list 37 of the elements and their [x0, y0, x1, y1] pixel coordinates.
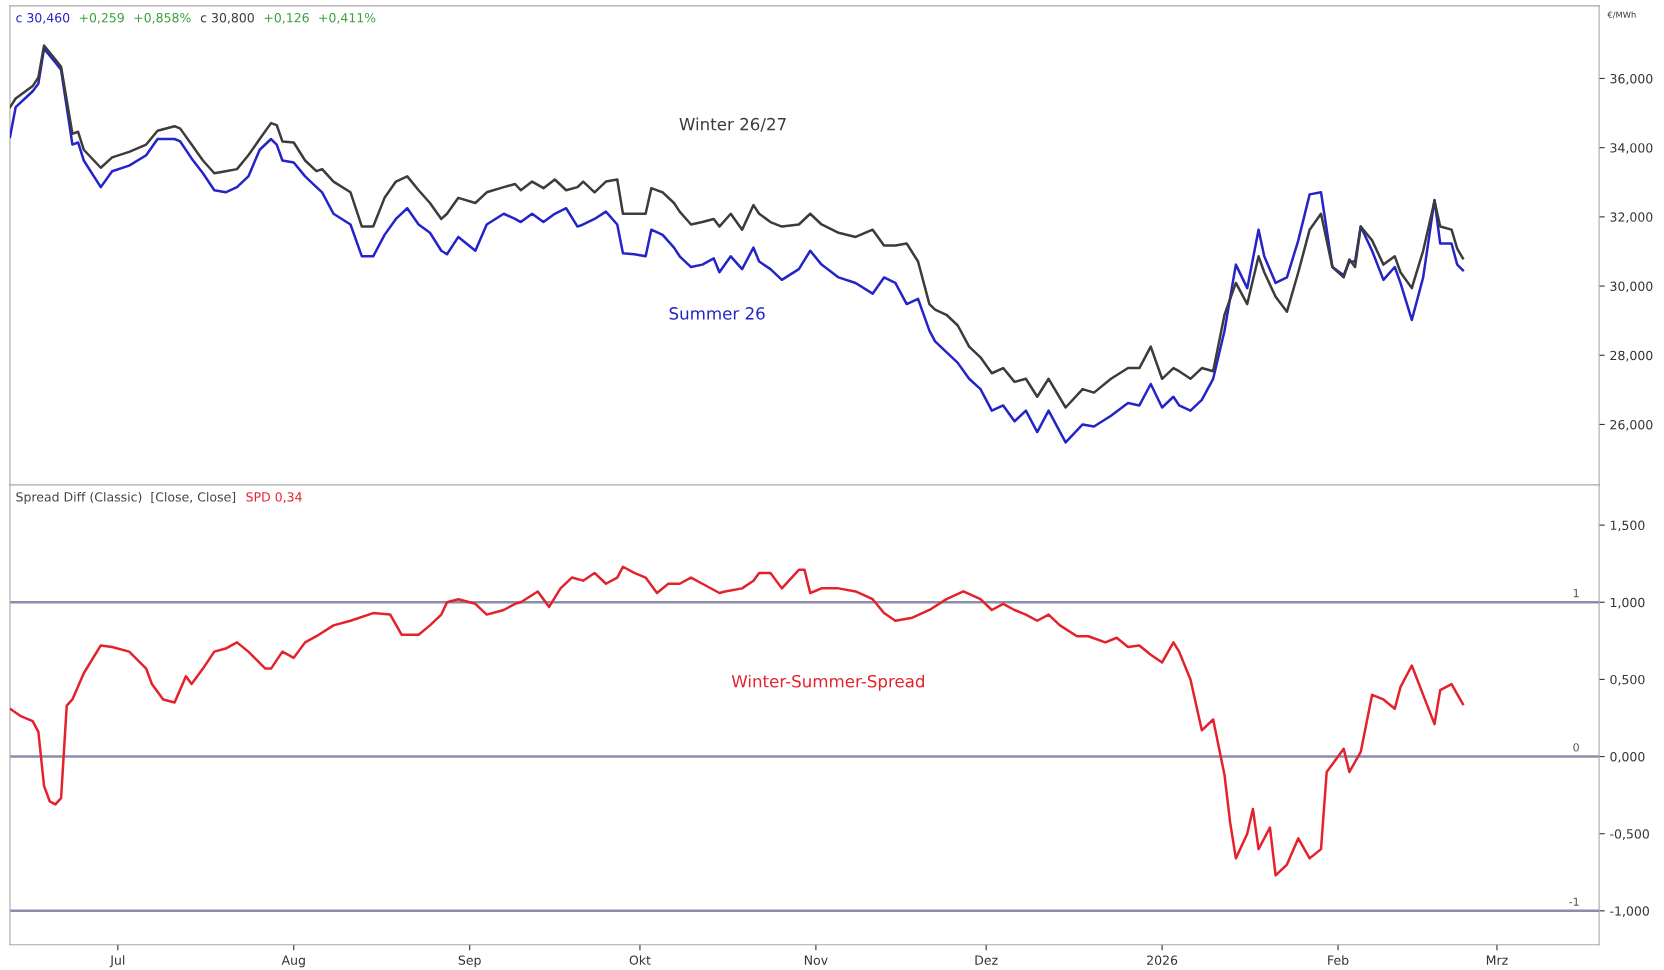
x-tick-label: Nov	[804, 955, 828, 965]
line-series	[9, 565, 1465, 877]
annotation: +0,126	[264, 12, 309, 24]
x-tick-label: Okt	[629, 955, 651, 965]
y-tick-label: -1,000	[1610, 906, 1649, 918]
annotation: +0,858%	[134, 12, 191, 24]
x-tick-label: 2026	[1147, 955, 1178, 965]
annotation: +0,259	[79, 12, 124, 24]
x-tick-label: Mrz	[1486, 955, 1508, 965]
annotation: c 30,800	[200, 12, 254, 24]
text: Winter 26/27	[679, 117, 786, 132]
y-tick-label: 36,000	[1610, 73, 1653, 85]
ref-line-label: -1	[1569, 897, 1579, 906]
x-tick-label: Sep	[458, 955, 481, 968]
annotation: Spread Diff (Classic) [Close, Close]	[16, 491, 236, 505]
ref-line-label: 1	[1573, 589, 1579, 598]
y-tick-label: 1,000	[1610, 597, 1645, 609]
y-tick-label: 0,000	[1610, 752, 1645, 763]
y-tick-label: 26,000	[1610, 419, 1653, 431]
x-tick-label: Aug	[281, 955, 305, 968]
ref-line-label: 0	[1573, 743, 1579, 752]
x-tick-label: Feb	[1328, 955, 1349, 965]
y-tick-label: 32,000	[1610, 212, 1653, 224]
series-label: Summer 26	[669, 307, 765, 320]
y-tick-label: 28,000	[1610, 350, 1653, 362]
annotation: SPD 0,34	[246, 492, 302, 503]
annotation: +0,411%	[319, 12, 376, 24]
y-tick-label: 30,000	[1610, 281, 1653, 293]
text: Winter-Summer-Spread	[731, 674, 924, 691]
y-axis-title: €/MWh	[1607, 11, 1636, 19]
y-tick-label: -0,500	[1610, 829, 1649, 840]
y-tick-label: 1,500	[1610, 520, 1645, 532]
annotation: c 30,460	[16, 12, 70, 24]
x-tick-label: Jul	[109, 955, 125, 968]
x-tick-label: Dez	[975, 955, 998, 965]
y-tick-label: 34,000	[1610, 143, 1653, 154]
y-tick-label: 0,500	[1610, 674, 1645, 686]
